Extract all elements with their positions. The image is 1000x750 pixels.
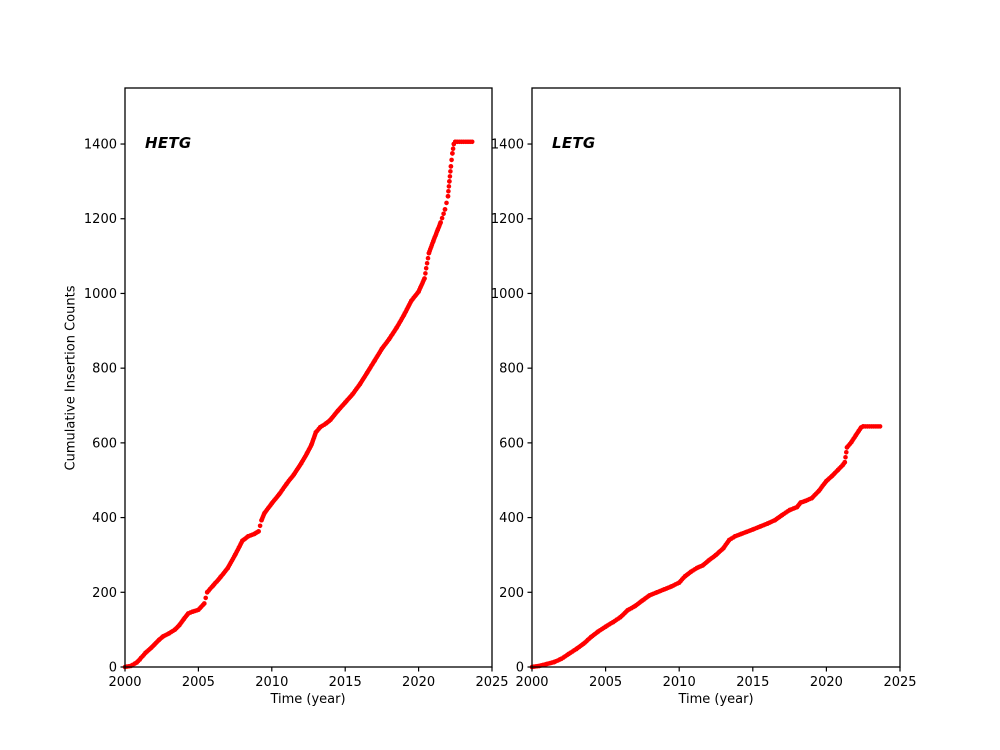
- panel-label-letg: LETG: [552, 134, 596, 152]
- hetg-data-point: [256, 529, 261, 534]
- hetg-data-point: [257, 523, 263, 529]
- hetg-data-point: [450, 151, 455, 156]
- hetg-data-point: [203, 595, 208, 601]
- hetg-data-point: [446, 184, 452, 189]
- letg-y-tick-label: 400: [499, 511, 524, 526]
- hetg-data-point: [444, 200, 449, 206]
- hetg-data-point: [439, 215, 445, 221]
- hetg-data-point: [448, 169, 453, 174]
- hetg-y-tick-label: 1400: [84, 138, 117, 153]
- letg-y-tick-label: 600: [499, 436, 524, 451]
- hetg-data-point: [447, 174, 453, 179]
- letg-x-tick-label: 2025: [883, 675, 916, 690]
- letg-y-tick-label: 800: [499, 362, 524, 377]
- letg-y-tick-label: 200: [499, 586, 524, 601]
- letg-x-tick-label: 2015: [736, 675, 769, 690]
- hetg-data-point: [445, 194, 451, 199]
- letg-y-tick-label: 1200: [491, 212, 524, 227]
- letg-data-point: [877, 424, 883, 429]
- hetg-y-tick-label: 1000: [84, 287, 117, 302]
- hetg-y-tick-label: 400: [92, 511, 117, 526]
- letg-subplot: 2000 2005 2010 2015 2020 2025 0 200 400 600 800 100…: [491, 87, 917, 690]
- hetg-x-tick-label: 2005: [182, 675, 215, 690]
- x-axis-label-right: Time (year): [678, 692, 754, 707]
- hetg-data-point: [446, 189, 451, 194]
- letg-x-tick-label: 2010: [663, 675, 696, 690]
- hetg-y-tick-label: 600: [92, 436, 117, 451]
- letg-y-tick-label: 0: [516, 661, 524, 676]
- hetg-x-tick-label: 2020: [402, 675, 435, 690]
- hetg-plot-border: [124, 87, 493, 668]
- hetg-data-point: [442, 207, 448, 212]
- hetg-data-point: [202, 601, 207, 606]
- letg-x-tick-label: 2020: [810, 675, 843, 690]
- letg-y-tick-label: 1400: [491, 138, 524, 153]
- hetg-subplot: 2000 2005 2010 2015 2020 2025 0 200 400 600 800 100…: [84, 87, 509, 690]
- letg-data-point: [842, 460, 848, 465]
- hetg-x-tick-label: 2025: [475, 675, 508, 690]
- hetg-data-point: [441, 211, 446, 217]
- hetg-data-point: [423, 271, 428, 276]
- letg-data-point: [844, 450, 849, 455]
- letg-x-tick-label: 2005: [589, 675, 622, 690]
- hetg-x-tick-label: 2000: [108, 675, 141, 690]
- hetg-data-point: [449, 157, 454, 163]
- hetg-data-point: [425, 255, 431, 261]
- hetg-data-point: [423, 266, 429, 271]
- hetg-y-tick-label: 1200: [84, 212, 117, 227]
- panel-label-hetg: HETG: [145, 134, 192, 152]
- hetg-x-tick-label: 2015: [329, 675, 362, 690]
- letg-data-point: [843, 455, 848, 460]
- hetg-data-point: [450, 146, 456, 151]
- letg-x-tick-label: 2000: [515, 675, 548, 690]
- hetg-data-point: [424, 261, 430, 266]
- hetg-data-point: [448, 164, 454, 169]
- letg-y-tick-label: 1000: [491, 287, 524, 302]
- hetg-y-tick-label: 200: [92, 586, 117, 601]
- hetg-data-point: [422, 276, 427, 281]
- hetg-data-point: [469, 139, 475, 145]
- letg-plot-border: [531, 87, 901, 668]
- hetg-data-series: [122, 139, 475, 670]
- hetg-data-point: [447, 179, 452, 184]
- hetg-y-tick-label: 800: [92, 362, 117, 377]
- y-axis-label: Cumulative Insertion Counts: [63, 285, 79, 471]
- hetg-x-tick-label: 2010: [255, 675, 288, 690]
- hetg-y-tick-label: 0: [109, 661, 117, 676]
- hetg-data-point: [438, 220, 443, 225]
- letg-data-series: [529, 424, 883, 670]
- x-axis-label-left: Time (year): [270, 692, 346, 707]
